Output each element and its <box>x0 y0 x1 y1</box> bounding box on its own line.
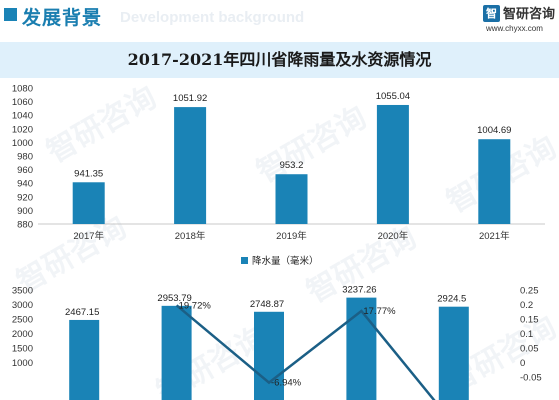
data-label: 1004.69 <box>477 125 511 136</box>
y-tick-label: 980 <box>17 152 33 163</box>
y-tick-label: 940 <box>17 179 33 190</box>
x-tick-label: 2018年 <box>175 230 206 242</box>
bar <box>69 319 100 400</box>
precipitation-bar-chart: 880 900 920 940 960 980 1000 1020 1040 1060 1080 94… <box>12 84 545 267</box>
y2-tick-label: 0.05 <box>520 344 539 355</box>
y-tick-label: 1000 <box>12 138 33 149</box>
bar <box>174 107 207 224</box>
y-tick-label: 920 <box>17 192 33 203</box>
legend-label: 降水量（毫米） <box>252 255 319 267</box>
y-tick-label: 1500 <box>12 344 33 355</box>
data-label: 2953.79 <box>157 293 191 304</box>
y2-tick-label: 0.1 <box>520 329 533 340</box>
chart-title-band: 2017-2021年四川省降雨量及水资源情况 <box>0 42 559 78</box>
data-label: 2748.87 <box>250 299 284 310</box>
data-label: 953.2 <box>280 160 304 171</box>
chart-title: 2017-2021年四川省降雨量及水资源情况 <box>127 50 432 69</box>
x-tick-label: 2021年 <box>479 230 510 242</box>
bar <box>478 139 511 224</box>
y-tick-label: 1080 <box>12 84 33 95</box>
y2-tick-label: 0.15 <box>520 315 539 326</box>
y2-tick-label: 0.25 <box>520 286 539 297</box>
x-tick-label: 2017年 <box>73 230 104 242</box>
data-label: 2924.5 <box>437 294 466 305</box>
section-marker <box>4 8 17 21</box>
y-tick-label: 960 <box>17 165 33 176</box>
y-tick-label: 880 <box>17 220 33 231</box>
water-resources-combo-chart: 1000 1500 2000 2500 3000 3500 0.25 0.2 0.15 0.1 0.… <box>12 285 542 400</box>
data-label: 941.35 <box>74 168 103 179</box>
y-tick-label: 1060 <box>12 97 33 108</box>
y2-tick-label: -0.05 <box>520 373 542 384</box>
logo-name: 智研咨询 <box>503 7 556 22</box>
y-tick-label: 1040 <box>12 111 33 122</box>
line-label: -6.94% <box>271 378 302 389</box>
logo-url: www.chyxx.com <box>486 24 543 33</box>
bar <box>161 305 192 400</box>
bar <box>72 182 105 224</box>
bar <box>438 306 469 400</box>
section-title: 发展背景 <box>22 7 103 29</box>
y2-tick-label: 0 <box>520 358 525 369</box>
bar <box>376 104 409 224</box>
y-tick-label: 2500 <box>12 315 33 326</box>
data-label: 1055.04 <box>376 91 410 102</box>
x-tick-label: 2020年 <box>378 230 409 242</box>
data-label: 1051.92 <box>173 93 207 104</box>
y-tick-label: 1020 <box>12 124 33 135</box>
bar <box>346 297 377 400</box>
y-tick-label: 2000 <box>12 329 33 340</box>
y-tick-label: 1000 <box>12 358 33 369</box>
header: 发展背景 Development background 智 智研咨询 www.c… <box>0 0 559 36</box>
y-tick-label: 3500 <box>12 286 33 297</box>
line-label: 19.72% <box>179 300 212 311</box>
logo-icon: 智 <box>483 5 500 22</box>
y-tick-label: 3000 <box>12 300 33 311</box>
x-tick-label: 2019年 <box>276 230 307 242</box>
y2-tick-label: 0.2 <box>520 300 533 311</box>
data-label: 2467.15 <box>65 307 99 318</box>
data-label: 3237.26 <box>342 285 376 296</box>
section-subtitle: Development background <box>120 9 305 26</box>
legend-swatch <box>241 257 248 264</box>
y-tick-label: 900 <box>17 206 33 217</box>
bar <box>275 174 308 224</box>
growth-line <box>175 304 436 400</box>
bar <box>254 311 284 400</box>
line-label: 17.77% <box>363 306 396 317</box>
